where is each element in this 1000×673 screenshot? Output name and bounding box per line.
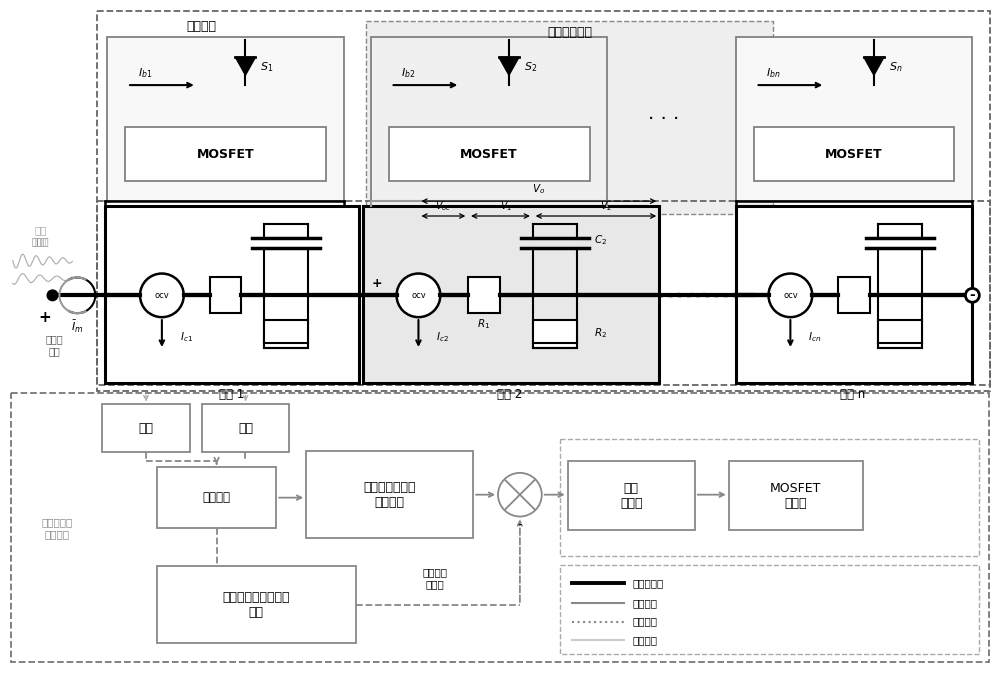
Bar (754, 127, 954, 181)
Bar (97, 201, 990, 384)
Text: 均衡电路: 均衡电路 (632, 598, 657, 608)
Text: · · ·: · · · (648, 110, 680, 129)
Text: 电池 1: 电池 1 (219, 388, 244, 401)
Text: $I_{c1}$: $I_{c1}$ (180, 330, 193, 344)
Bar (878, 320, 922, 348)
Text: $V_1$: $V_1$ (500, 199, 512, 213)
Bar (107, 38, 344, 201)
Text: ocv: ocv (783, 291, 798, 300)
Text: 预测的均
衡电流: 预测的均 衡电流 (423, 567, 448, 589)
Bar (366, 21, 773, 214)
Bar (838, 277, 870, 313)
Text: 电压: 电压 (238, 422, 253, 435)
Bar (468, 277, 500, 313)
Text: 电池均衡模型: 电池均衡模型 (547, 26, 592, 39)
Text: MOSFET
驱动器: MOSFET 驱动器 (770, 482, 821, 509)
Text: 电池 n: 电池 n (840, 388, 866, 401)
Circle shape (397, 273, 440, 317)
Text: 均衡电流: 均衡电流 (187, 20, 217, 33)
Bar (264, 320, 308, 348)
Text: $S_2$: $S_2$ (524, 61, 537, 74)
Text: · · ·: · · · (676, 286, 708, 305)
Circle shape (498, 473, 542, 516)
Bar (97, 11, 990, 390)
Text: +: + (371, 277, 382, 290)
Circle shape (48, 290, 57, 300)
Text: MOSFET: MOSFET (825, 147, 883, 161)
Text: $I_{b2}$: $I_{b2}$ (401, 67, 416, 80)
Bar (736, 206, 972, 383)
Bar (105, 206, 359, 383)
Bar (11, 392, 989, 662)
Text: $R_1$: $R_1$ (477, 317, 491, 331)
Text: $C_2$: $C_2$ (594, 233, 608, 247)
Text: $V_2$: $V_2$ (600, 199, 613, 213)
Bar (125, 127, 326, 181)
Text: -: - (969, 288, 975, 302)
Text: MOSFET: MOSFET (197, 147, 254, 161)
Text: $I_{bn}$: $I_{bn}$ (766, 67, 781, 80)
Polygon shape (235, 57, 255, 75)
Text: $S_n$: $S_n$ (889, 61, 902, 74)
Bar (157, 566, 356, 643)
Text: $I_{c2}$: $I_{c2}$ (436, 330, 449, 344)
Bar (729, 461, 863, 530)
Text: $S_1$: $S_1$ (260, 61, 274, 74)
Text: 电流: 电流 (138, 422, 153, 435)
Polygon shape (864, 57, 884, 75)
Text: 控制信号: 控制信号 (632, 635, 657, 645)
Bar (560, 439, 979, 556)
Text: 均衡策略: 均衡策略 (203, 491, 231, 504)
Text: $V_{oc}$: $V_{oc}$ (435, 199, 452, 213)
Bar (736, 38, 972, 201)
Bar (157, 467, 276, 528)
Text: $\bar{I}_m$: $\bar{I}_m$ (71, 319, 84, 335)
Circle shape (769, 273, 812, 317)
Bar (210, 277, 241, 313)
Bar (568, 461, 695, 530)
Text: $V_o$: $V_o$ (532, 182, 545, 196)
Bar (560, 565, 979, 654)
Text: MOSFET: MOSFET (460, 147, 518, 161)
Bar (371, 38, 607, 201)
Text: ocv: ocv (411, 291, 426, 300)
Text: -: - (518, 518, 522, 531)
Circle shape (965, 289, 979, 302)
Bar (102, 404, 190, 452)
Text: 每个电池的均衡
电流要求: 每个电池的均衡 电流要求 (363, 481, 416, 509)
Bar (363, 206, 659, 383)
Text: 行驶
周期: 行驶 周期 (34, 225, 47, 246)
Text: 电池组: 电池组 (32, 236, 49, 246)
Text: ocv: ocv (155, 291, 169, 300)
Text: 基于模型的均衡电流
预测: 基于模型的均衡电流 预测 (223, 591, 290, 618)
Text: 信号测量: 信号测量 (632, 616, 657, 627)
Text: 均衡
控制器: 均衡 控制器 (620, 482, 643, 509)
Bar (306, 451, 473, 538)
Text: 电流传
感器: 电流传 感器 (46, 334, 63, 356)
Text: 电池 2: 电池 2 (497, 388, 523, 401)
Text: 基于模型的
均衡控制: 基于模型的 均衡控制 (42, 518, 73, 539)
Circle shape (140, 273, 184, 317)
Text: $R_2$: $R_2$ (594, 326, 608, 340)
Text: 电池串连接: 电池串连接 (632, 578, 664, 588)
Text: $I_{cn}$: $I_{cn}$ (808, 330, 821, 344)
Bar (389, 127, 590, 181)
Text: $I_{b1}$: $I_{b1}$ (138, 67, 152, 80)
Bar (202, 404, 289, 452)
Text: +: + (38, 310, 51, 324)
Bar (533, 320, 577, 348)
Polygon shape (499, 57, 519, 75)
